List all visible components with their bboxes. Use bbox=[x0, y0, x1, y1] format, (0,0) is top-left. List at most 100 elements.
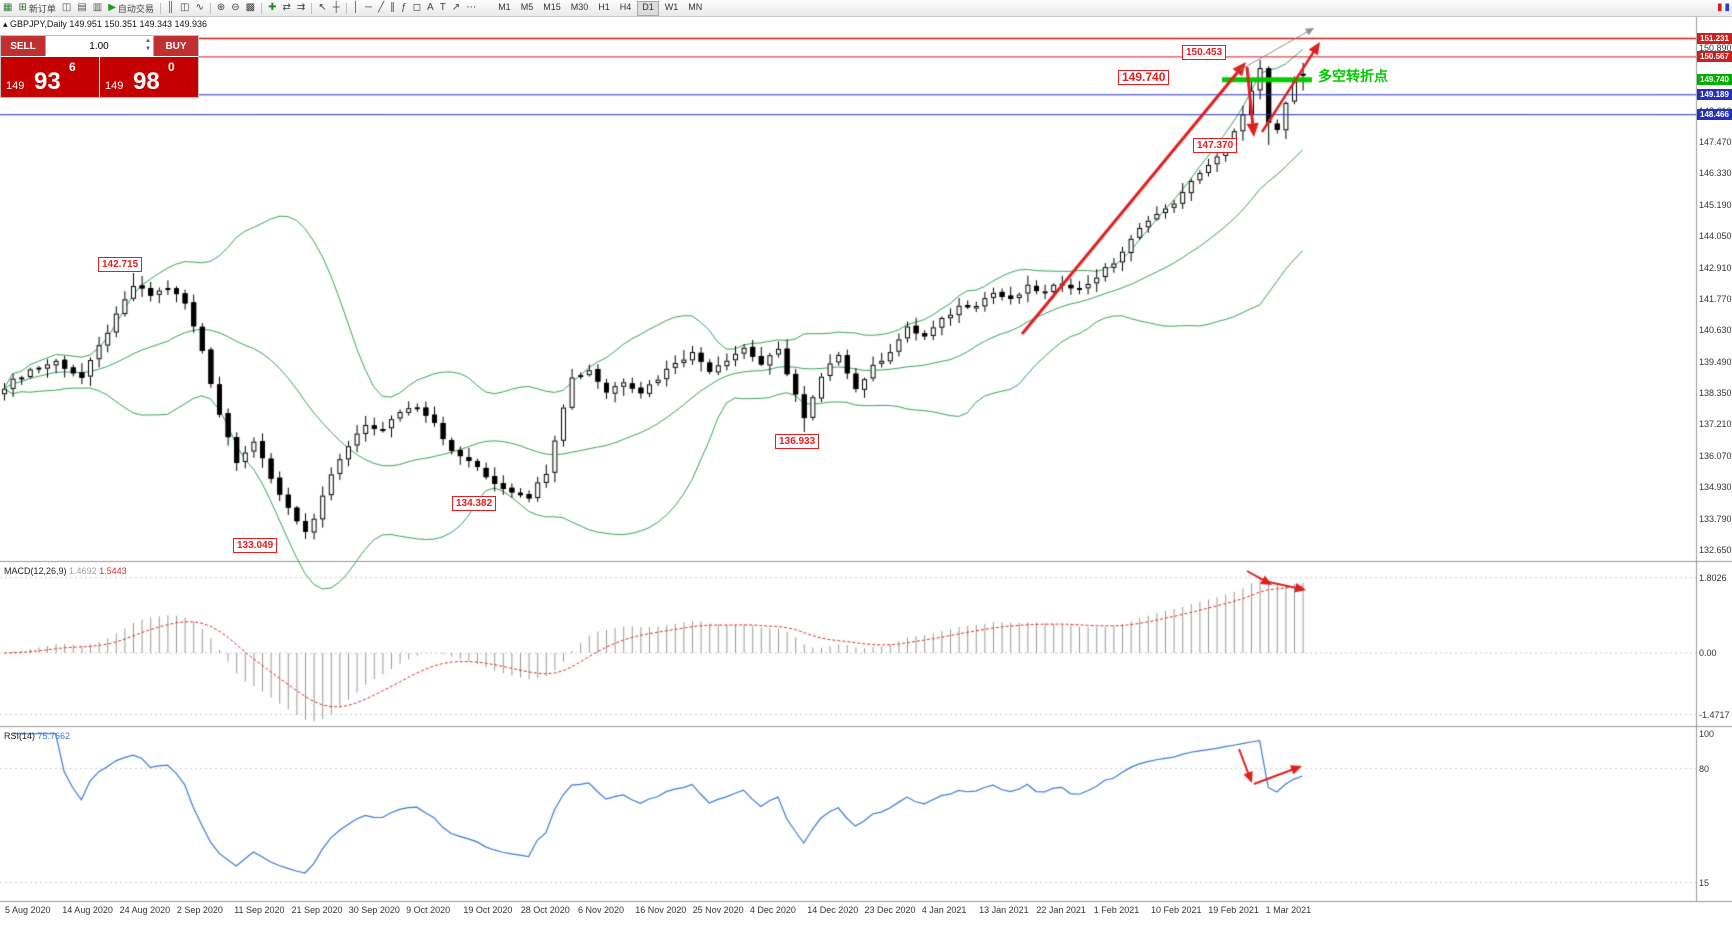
date-axis-label: 19 Feb 2021 bbox=[1208, 905, 1259, 915]
candlestick-chart-icon[interactable]: ◫ bbox=[177, 1, 192, 15]
price-annotation[interactable]: 147.370 bbox=[1193, 138, 1238, 153]
arrows-tool-icon[interactable]: ↗ bbox=[449, 1, 463, 15]
price-tag: 150.567 bbox=[1697, 51, 1732, 63]
lot-size-stepper[interactable]: ▲ ▼ bbox=[45, 36, 154, 56]
bar-chart-icon[interactable]: ║ bbox=[164, 1, 177, 15]
price-scale-label: 137.210 bbox=[1699, 419, 1732, 430]
date-axis-label: 16 Nov 2020 bbox=[635, 905, 687, 915]
market-watch-icon: ▤ bbox=[77, 2, 87, 13]
toolbar: ▦ ⊞ 新订单 ◫ ▤ ▥ ▶ 自动交易 ║ ◫ ∿ ⊕ ⊖ ▩ ✚ ⇄ ⇉ ↖ ┼ │ ─ ╱ ∥ ƒ ◻ A T ↗ ⋯ M1 M5 M… bbox=[0, 0, 1732, 17]
buy-price-pips: 98 bbox=[133, 68, 160, 95]
sell-button[interactable]: SELL bbox=[1, 36, 45, 56]
new-order-button-label: 新订单 bbox=[28, 3, 56, 14]
macd-main-value: 1.4692 bbox=[69, 566, 97, 576]
date-axis-label: 19 Oct 2020 bbox=[463, 905, 513, 915]
crosshair-icon: ┼ bbox=[332, 2, 340, 13]
price-annotation[interactable]: 133.049 bbox=[233, 538, 278, 553]
cursor-icon[interactable]: ↖ bbox=[315, 1, 329, 15]
data-window-icon[interactable]: ▥ bbox=[90, 1, 105, 15]
zoom-in-icon[interactable]: ⊕ bbox=[214, 1, 228, 15]
timeframe-button-H1[interactable]: H1 bbox=[598, 1, 610, 12]
price-annotation[interactable]: 149.740 bbox=[1118, 70, 1170, 85]
tile-windows-icon: ▩ bbox=[245, 2, 256, 13]
turning-point-label[interactable]: 多空转折点 bbox=[1318, 68, 1388, 84]
price-annotation[interactable]: 150.453 bbox=[1182, 45, 1227, 60]
chart-shift-icon: ⇉ bbox=[296, 2, 306, 13]
timeframe-button-MN[interactable]: MN bbox=[688, 1, 703, 12]
timeframe-button-M15[interactable]: M15 bbox=[543, 1, 561, 12]
price-tag: 149.189 bbox=[1697, 89, 1732, 101]
symbol-ohlc-label: ▴ GBPJPY,Daily 149.951 150.351 149.343 1… bbox=[3, 19, 207, 30]
auto-scroll-icon[interactable]: ⇄ bbox=[280, 1, 294, 15]
shapes-icon[interactable]: ◻ bbox=[410, 1, 424, 15]
date-axis-label: 13 Jan 2021 bbox=[979, 905, 1029, 915]
price-annotation[interactable]: 142.715 bbox=[98, 257, 143, 272]
vertical-line-icon[interactable]: │ bbox=[350, 1, 362, 15]
date-axis-label: 14 Aug 2020 bbox=[62, 905, 113, 915]
buy-button[interactable]: BUY bbox=[154, 36, 198, 56]
sell-price-point: 6 bbox=[69, 60, 76, 74]
autotrading-button[interactable]: ▶ 自动交易 bbox=[105, 1, 157, 15]
new-chart-icon[interactable]: ▦ bbox=[0, 1, 15, 15]
symbol-icon: ▴ bbox=[3, 19, 8, 29]
one-click-trading-panel: SELL ▲ ▼ BUY 149 93 6 149 98 0 bbox=[0, 35, 199, 98]
price-annotation[interactable]: 136.933 bbox=[775, 434, 820, 449]
timeframe-button-M1[interactable]: M1 bbox=[498, 1, 511, 12]
date-axis-label: 22 Jan 2021 bbox=[1036, 905, 1086, 915]
sell-price-display[interactable]: 149 93 6 bbox=[1, 57, 99, 97]
timeframe-button-M30[interactable]: M30 bbox=[570, 1, 589, 12]
macd-signal-value: 1.5443 bbox=[99, 566, 127, 576]
date-axis-label: 11 Sep 2020 bbox=[234, 905, 285, 915]
fibonacci-icon[interactable]: ƒ bbox=[398, 1, 410, 15]
buy-price-display[interactable]: 149 98 0 bbox=[100, 57, 198, 97]
rsi-scale-label: 80 bbox=[1699, 763, 1710, 774]
price-annotation[interactable]: 134.382 bbox=[452, 496, 497, 511]
label-icon[interactable]: T bbox=[437, 1, 449, 15]
zoom-out-icon: ⊖ bbox=[231, 2, 240, 13]
date-axis-label: 5 Aug 2020 bbox=[5, 905, 51, 915]
channel-icon[interactable]: ∥ bbox=[387, 1, 398, 15]
new-order-button[interactable]: ⊞ 新订单 bbox=[15, 1, 58, 15]
fibonacci-icon: ƒ bbox=[401, 2, 407, 13]
arrows-tool-icon: ↗ bbox=[451, 2, 461, 13]
trendline-icon[interactable]: ╱ bbox=[375, 1, 387, 15]
more-tools-icon[interactable]: ⋯ bbox=[463, 1, 479, 15]
zoom-out-icon[interactable]: ⊖ bbox=[228, 1, 242, 15]
lot-size-input[interactable] bbox=[58, 39, 140, 53]
toolbar-red-icon[interactable]: ▮ bbox=[1716, 2, 1723, 13]
timeframe-button-D1[interactable]: D1 bbox=[637, 0, 659, 16]
price-tag: 149.740 bbox=[1697, 74, 1732, 86]
market-watch-icon[interactable]: ▤ bbox=[74, 1, 89, 15]
crosshair-icon[interactable]: ┼ bbox=[330, 1, 343, 15]
trendline-icon: ╱ bbox=[378, 2, 385, 13]
cursor-icon: ↖ bbox=[318, 2, 327, 13]
horizontal-line-icon[interactable]: ─ bbox=[362, 1, 375, 15]
tile-windows-icon[interactable]: ▩ bbox=[243, 1, 258, 15]
lot-increase-button[interactable]: ▲ bbox=[145, 38, 151, 44]
line-chart-icon[interactable]: ∿ bbox=[192, 1, 206, 15]
date-axis-label: 4 Dec 2020 bbox=[749, 905, 796, 915]
new-chart-icon: ▦ bbox=[3, 2, 13, 13]
date-axis-label: 4 Jan 2021 bbox=[921, 905, 967, 915]
add-indicator-icon[interactable]: ✚ bbox=[265, 1, 279, 15]
timeframe-button-H4[interactable]: H4 bbox=[619, 1, 632, 12]
date-axis-label: 1 Feb 2021 bbox=[1093, 905, 1140, 915]
price-scale-label: 142.910 bbox=[1699, 262, 1732, 273]
add-indicator-icon: ✚ bbox=[268, 2, 277, 13]
lot-decrease-button[interactable]: ▼ bbox=[145, 46, 151, 52]
macd-indicator-label: MACD(12,26,9) 1.4692 1.5443 bbox=[4, 566, 127, 576]
rsi-value: 75.7662 bbox=[37, 731, 71, 741]
macd-scale-label: 0.00 bbox=[1699, 648, 1717, 658]
timeframe-button-W1[interactable]: W1 bbox=[664, 1, 679, 12]
chart-window-icon[interactable]: ◫ bbox=[59, 1, 74, 15]
price-scale-label: 132.650 bbox=[1699, 544, 1732, 555]
text-icon[interactable]: A bbox=[424, 1, 437, 15]
timeframe-button-M5[interactable]: M5 bbox=[520, 1, 534, 12]
price-scale-label: 146.330 bbox=[1699, 168, 1732, 179]
toolbar-blue-icon[interactable]: ▮ bbox=[1724, 2, 1730, 13]
zoom-in-icon: ⊕ bbox=[216, 2, 226, 13]
chart-shift-icon[interactable]: ⇉ bbox=[294, 1, 308, 15]
price-tag: 151.231 bbox=[1697, 33, 1732, 45]
price-scale-label: 150.890 bbox=[1699, 43, 1732, 53]
